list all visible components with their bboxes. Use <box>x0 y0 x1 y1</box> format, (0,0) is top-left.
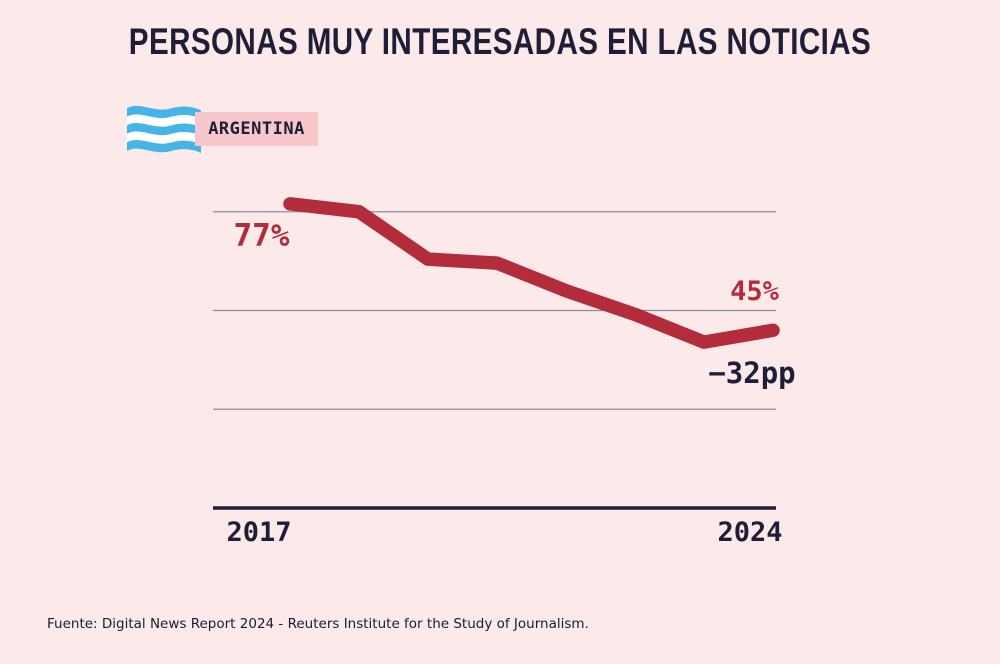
end-value-label: 45% <box>730 276 779 307</box>
data-line-argentina <box>283 197 780 349</box>
x-axis-tick-2024: 2024 <box>717 517 783 548</box>
x-axis-tick-2017: 2017 <box>226 517 292 548</box>
start-value-label: 77% <box>233 218 290 254</box>
page-title: PERSONAS MUY INTERESADAS EN LAS NOTICIAS <box>128 21 872 62</box>
change-value-label: −32pp <box>708 356 796 390</box>
title-row: PERSONAS MUY INTERESADAS EN LAS NOTICIAS <box>0 21 1000 63</box>
country-label-badge: ARGENTINA <box>195 112 318 146</box>
source-footnote: Fuente: Digital News Report 2024 - Reute… <box>47 616 589 632</box>
